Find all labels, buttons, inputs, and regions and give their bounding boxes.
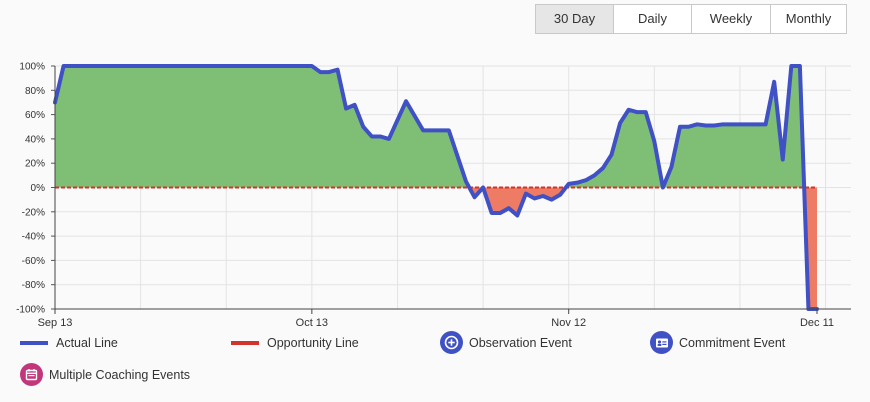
y-tick-label: 100% xyxy=(19,62,45,73)
legend-opportunity-line-label: Opportunity Line xyxy=(267,336,359,350)
y-tick-label: 60% xyxy=(25,110,45,121)
negative-area-fill xyxy=(55,187,817,309)
x-tick-label: Oct 13 xyxy=(296,317,328,329)
y-tick-label: -80% xyxy=(22,280,45,291)
legend-multiple-coaching-label: Multiple Coaching Events xyxy=(49,367,191,382)
x-tick-label: Nov 12 xyxy=(551,317,586,329)
positive-area-fill xyxy=(55,66,817,188)
y-tick-label: -20% xyxy=(22,207,45,218)
legend-multiple-coaching-events[interactable]: Multiple Coaching Events xyxy=(20,363,190,386)
period-toggle-group: 30 Day Daily Weekly Monthly xyxy=(535,4,847,34)
legend-actual-line[interactable]: Actual Line xyxy=(20,336,118,350)
legend-opportunity-line[interactable]: Opportunity Line xyxy=(231,336,359,350)
legend-commitment-event-label: Commitment Event xyxy=(679,335,786,350)
calendar-icon xyxy=(20,363,43,386)
period-weekly-button[interactable]: Weekly xyxy=(692,5,771,33)
plus-circle-icon xyxy=(440,331,463,354)
actual-line xyxy=(53,64,819,311)
y-tick-label: 40% xyxy=(25,134,45,145)
y-tick-label: -100% xyxy=(16,305,45,316)
opportunity-line-swatch xyxy=(231,341,259,345)
y-tick-label: 0% xyxy=(31,183,46,194)
y-tick-label: -60% xyxy=(22,256,45,267)
legend-commitment-event[interactable]: Commitment Event xyxy=(650,331,785,354)
actual-line-swatch xyxy=(20,341,48,345)
y-tick-label: -40% xyxy=(22,232,45,243)
period-30-day-button[interactable]: 30 Day xyxy=(536,5,614,33)
y-tick-label: 80% xyxy=(25,86,45,97)
period-daily-button[interactable]: Daily xyxy=(614,5,692,33)
x-tick-label: Dec 11 xyxy=(800,317,834,329)
legend-observation-event[interactable]: Observation Event xyxy=(440,331,572,354)
y-tick-label: 20% xyxy=(25,159,45,170)
period-monthly-button[interactable]: Monthly xyxy=(785,11,832,26)
id-card-icon xyxy=(650,331,673,354)
legend-actual-line-label: Actual Line xyxy=(56,336,118,350)
legend-observation-event-label: Observation Event xyxy=(469,335,572,350)
x-tick-label: Sep 13 xyxy=(38,317,73,329)
